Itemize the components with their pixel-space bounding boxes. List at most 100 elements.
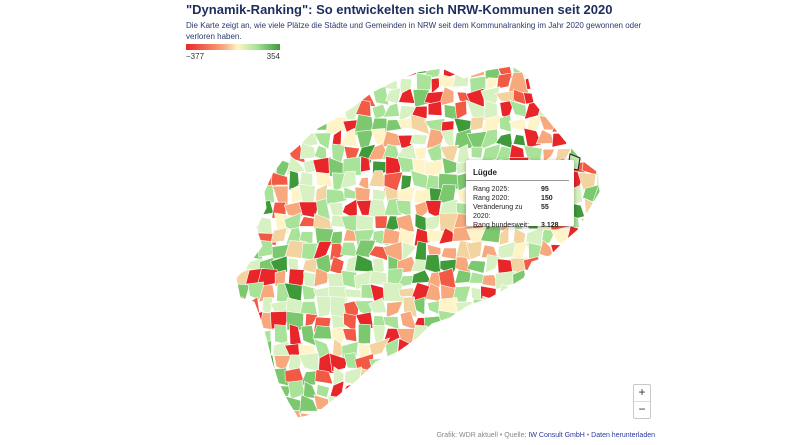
municipality-region[interactable] (596, 116, 602, 136)
municipality-region[interactable] (397, 407, 416, 422)
municipality-region[interactable] (536, 300, 556, 314)
municipality-region[interactable] (525, 352, 544, 373)
municipality-region[interactable] (298, 352, 320, 373)
municipality-region[interactable] (496, 368, 511, 387)
municipality-region[interactable] (360, 72, 374, 92)
municipality-region[interactable] (536, 407, 558, 422)
municipality-region[interactable] (234, 202, 245, 218)
municipality-region[interactable] (552, 326, 569, 344)
municipality-region[interactable] (555, 410, 567, 422)
municipality-region[interactable] (468, 379, 487, 401)
municipality-region[interactable] (542, 148, 556, 163)
municipality-region[interactable] (593, 411, 603, 422)
municipality-region[interactable] (594, 100, 602, 121)
municipality-region[interactable] (439, 412, 460, 423)
municipality-region[interactable] (566, 354, 583, 373)
municipality-region[interactable] (549, 384, 570, 397)
municipality-region[interactable] (255, 380, 275, 397)
municipality-region[interactable] (360, 156, 371, 173)
municipality-region[interactable] (232, 228, 249, 248)
municipality-region[interactable] (242, 323, 264, 343)
municipality-region[interactable] (524, 270, 544, 289)
municipality-region[interactable] (565, 327, 583, 342)
municipality-region[interactable] (593, 240, 602, 260)
municipality-region[interactable] (314, 369, 334, 385)
municipality-region[interactable] (255, 99, 275, 122)
municipality-region[interactable] (372, 258, 385, 276)
municipality-region[interactable] (549, 92, 571, 106)
municipality-region[interactable] (258, 394, 278, 411)
municipality-region[interactable] (591, 229, 602, 248)
municipality-region[interactable] (482, 295, 502, 312)
municipality-region[interactable] (244, 200, 263, 218)
municipality-region[interactable] (496, 340, 513, 361)
municipality-region[interactable] (554, 395, 568, 412)
municipality-region[interactable] (550, 355, 569, 373)
municipality-region[interactable] (483, 397, 502, 414)
municipality-region[interactable] (260, 86, 274, 106)
municipality-region[interactable] (430, 77, 440, 95)
municipality-region[interactable] (232, 62, 249, 79)
municipality-region[interactable] (480, 326, 500, 343)
municipality-region[interactable] (494, 355, 514, 373)
municipality-region[interactable] (328, 202, 344, 216)
municipality-region[interactable] (411, 269, 432, 284)
source-link[interactable]: IW Consult GmbH (528, 432, 585, 439)
municipality-region[interactable] (368, 381, 386, 399)
municipality-region[interactable] (256, 216, 273, 235)
municipality-region[interactable] (369, 366, 387, 383)
municipality-region[interactable] (425, 214, 441, 234)
municipality-region[interactable] (524, 295, 541, 319)
municipality-region[interactable] (564, 381, 585, 402)
municipality-region[interactable] (344, 288, 362, 298)
municipality-region[interactable] (283, 201, 304, 217)
municipality-region[interactable] (272, 62, 292, 80)
municipality-region[interactable] (299, 90, 319, 106)
municipality-region[interactable] (244, 161, 265, 176)
municipality-region[interactable] (521, 412, 544, 423)
municipality-region[interactable] (485, 254, 501, 274)
municipality-region[interactable] (564, 300, 584, 316)
municipality-region[interactable] (469, 337, 488, 356)
municipality-region[interactable] (427, 100, 443, 116)
municipality-region[interactable] (425, 352, 446, 374)
municipality-region[interactable] (498, 225, 510, 246)
municipality-region[interactable] (234, 353, 245, 373)
municipality-region[interactable] (527, 383, 543, 401)
municipality-region[interactable] (564, 395, 587, 411)
municipality-region[interactable] (581, 366, 600, 387)
municipality-region[interactable] (298, 183, 316, 204)
municipality-region[interactable] (593, 286, 602, 305)
municipality-region[interactable] (272, 411, 288, 422)
municipality-region[interactable] (424, 254, 442, 275)
municipality-region[interactable] (551, 340, 572, 360)
municipality-region[interactable] (537, 338, 559, 359)
municipality-region[interactable] (343, 398, 362, 416)
municipality-region[interactable] (372, 188, 389, 203)
municipality-region[interactable] (368, 337, 391, 357)
municipality-region[interactable] (564, 101, 583, 120)
zoom-in-button[interactable]: + (634, 385, 650, 402)
municipality-region[interactable] (313, 267, 329, 288)
municipality-region[interactable] (345, 91, 360, 105)
municipality-region[interactable] (497, 397, 515, 415)
municipality-region[interactable] (242, 409, 265, 422)
municipality-region[interactable] (522, 284, 542, 298)
municipality-region[interactable] (480, 409, 500, 422)
municipality-region[interactable] (374, 215, 388, 229)
municipality-region[interactable] (564, 255, 581, 276)
municipality-region[interactable] (581, 242, 598, 262)
municipality-region[interactable] (456, 384, 471, 402)
municipality-region[interactable] (333, 366, 345, 386)
municipality-region[interactable] (596, 171, 603, 192)
municipality-region[interactable] (244, 72, 263, 94)
municipality-region[interactable] (595, 398, 602, 412)
municipality-region[interactable] (563, 282, 583, 301)
municipality-region[interactable] (381, 62, 399, 78)
municipality-region[interactable] (261, 116, 277, 135)
municipality-region[interactable] (551, 103, 568, 123)
municipality-region[interactable] (479, 352, 499, 372)
municipality-region[interactable] (261, 62, 278, 78)
municipality-region[interactable] (300, 62, 314, 78)
municipality-region[interactable] (410, 380, 430, 400)
